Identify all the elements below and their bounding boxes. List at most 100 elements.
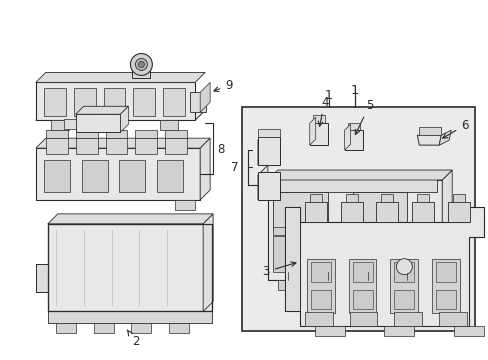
Bar: [46, 130, 67, 138]
Bar: [175, 200, 195, 210]
Bar: [63, 119, 76, 129]
Bar: [352, 289, 372, 310]
Bar: [76, 114, 120, 132]
Polygon shape: [258, 130, 267, 165]
Polygon shape: [36, 138, 210, 148]
Bar: [46, 138, 67, 154]
Bar: [267, 180, 441, 280]
Bar: [51, 120, 68, 130]
Polygon shape: [120, 106, 128, 132]
Bar: [132, 60, 150, 78]
Circle shape: [130, 54, 152, 75]
Bar: [81, 160, 107, 192]
Text: 1: 1: [349, 84, 358, 97]
Bar: [76, 138, 98, 154]
Bar: [438, 312, 466, 327]
Circle shape: [396, 259, 411, 275]
Bar: [258, 129, 279, 137]
Text: 4: 4: [318, 96, 328, 126]
Bar: [165, 130, 187, 138]
Bar: [258, 172, 279, 200]
Bar: [431, 259, 459, 314]
Text: 8: 8: [217, 143, 224, 156]
Bar: [160, 120, 178, 130]
Bar: [344, 130, 362, 150]
Text: 3: 3: [262, 262, 295, 278]
Bar: [304, 312, 332, 327]
Bar: [163, 88, 185, 116]
Bar: [36, 264, 48, 292]
Bar: [419, 127, 440, 135]
Bar: [352, 192, 407, 230]
Bar: [165, 138, 187, 154]
Polygon shape: [200, 138, 210, 200]
Bar: [435, 262, 455, 282]
Polygon shape: [267, 170, 451, 180]
Polygon shape: [438, 130, 450, 145]
Bar: [452, 194, 464, 202]
Bar: [103, 88, 125, 116]
Bar: [76, 130, 98, 138]
Bar: [403, 280, 423, 289]
Bar: [272, 178, 436, 192]
Bar: [285, 207, 299, 311]
Bar: [356, 236, 378, 272]
Polygon shape: [441, 170, 451, 280]
Bar: [314, 327, 344, 336]
Bar: [309, 194, 321, 202]
Bar: [416, 194, 428, 202]
Polygon shape: [76, 106, 128, 114]
Bar: [394, 312, 422, 327]
Bar: [48, 311, 212, 323]
Bar: [411, 236, 433, 272]
Bar: [131, 323, 151, 333]
Bar: [453, 327, 483, 336]
Circle shape: [135, 58, 147, 71]
Bar: [277, 280, 297, 289]
Bar: [312, 115, 324, 123]
Bar: [352, 262, 372, 282]
Bar: [272, 236, 294, 272]
Bar: [258, 137, 279, 165]
Bar: [93, 323, 113, 333]
Polygon shape: [309, 117, 315, 145]
Bar: [394, 289, 413, 310]
Bar: [36, 148, 200, 200]
Bar: [345, 194, 357, 202]
Polygon shape: [285, 207, 483, 327]
Bar: [348, 259, 376, 314]
Polygon shape: [48, 214, 213, 224]
Bar: [340, 202, 362, 222]
Bar: [411, 202, 433, 222]
Bar: [133, 88, 155, 116]
Bar: [319, 280, 339, 289]
Bar: [48, 224, 212, 311]
Polygon shape: [200, 82, 210, 112]
Bar: [105, 138, 127, 154]
Polygon shape: [344, 124, 350, 150]
Polygon shape: [416, 135, 440, 145]
Circle shape: [138, 62, 144, 67]
Bar: [272, 192, 327, 230]
Bar: [376, 202, 398, 222]
Bar: [306, 259, 334, 314]
Bar: [44, 160, 69, 192]
Bar: [435, 289, 455, 310]
Text: 9: 9: [213, 79, 232, 92]
Text: 7: 7: [230, 161, 238, 174]
Bar: [384, 327, 413, 336]
Bar: [105, 120, 123, 130]
Text: 6: 6: [442, 119, 468, 138]
Bar: [48, 224, 212, 311]
Bar: [394, 262, 413, 282]
Bar: [389, 259, 417, 314]
Text: 1: 1: [324, 89, 332, 102]
Bar: [309, 123, 327, 145]
Bar: [169, 323, 189, 333]
Bar: [310, 289, 330, 310]
Bar: [300, 236, 322, 272]
Bar: [447, 202, 469, 222]
Bar: [361, 280, 381, 289]
Bar: [328, 236, 350, 272]
Bar: [310, 262, 330, 282]
